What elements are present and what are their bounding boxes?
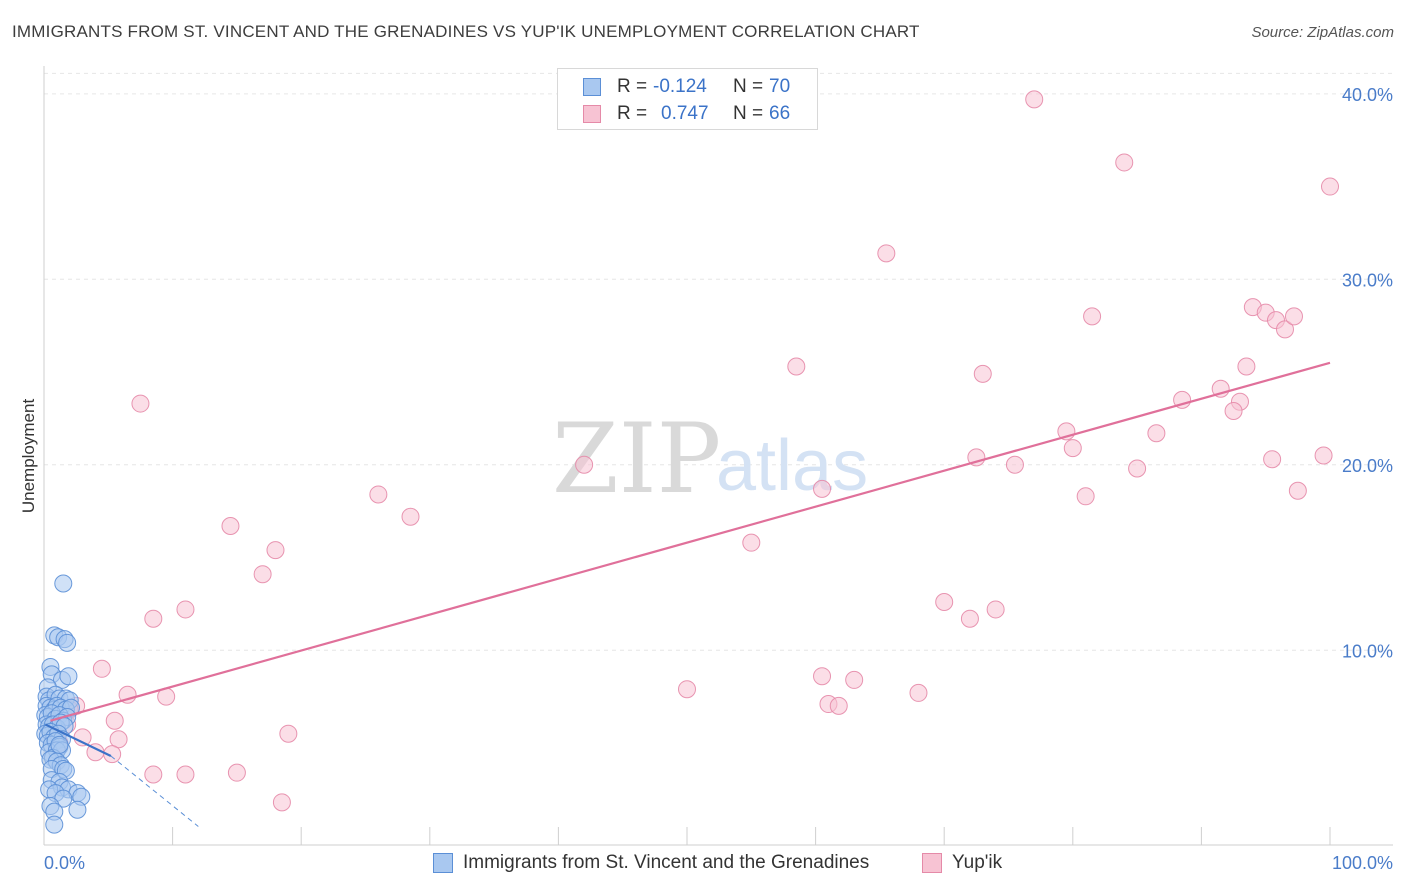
yupik-point xyxy=(221,516,240,535)
yupik-point xyxy=(1173,390,1192,409)
pink-swatch-icon xyxy=(583,105,601,123)
yupik-point xyxy=(1147,424,1166,443)
yupik-point xyxy=(1314,446,1333,465)
yupik-point xyxy=(144,765,163,784)
n-value: 66 xyxy=(769,103,791,124)
immigrant-trend-extension xyxy=(110,755,199,827)
immigrant-trend-line xyxy=(44,723,112,757)
r-value: -0.124 xyxy=(653,76,707,97)
pink-swatch-icon xyxy=(922,853,942,873)
svg-immigrant-points xyxy=(36,574,91,834)
yupik-point xyxy=(272,793,291,812)
correlation-legend: R = -0.124 N = 70 R = 0.747 N = 66 xyxy=(557,68,818,130)
grid-lines xyxy=(44,72,1393,651)
yupik-point xyxy=(103,745,122,764)
immigrant-point xyxy=(54,574,73,593)
yupik-point xyxy=(1128,459,1147,478)
yupik-point xyxy=(877,244,896,263)
watermark-atlas: atlas xyxy=(716,426,868,506)
yupik-point xyxy=(813,479,832,498)
source-credit: Source: ZipAtlas.com xyxy=(1251,24,1394,41)
yupik-point xyxy=(369,485,388,504)
trend-lines xyxy=(44,361,1331,827)
blue-swatch-icon xyxy=(583,78,601,96)
yupik-point xyxy=(1321,177,1339,196)
n-label: N = xyxy=(733,76,764,97)
yupik-point xyxy=(787,357,806,376)
y-axis-label: Unemployment xyxy=(19,399,38,514)
yupik-point xyxy=(678,680,696,699)
yupik-point xyxy=(1288,481,1307,500)
yupik-point xyxy=(109,730,128,749)
chart-title: IMMIGRANTS FROM ST. VINCENT AND THE GREN… xyxy=(12,22,920,41)
yupik-point xyxy=(909,683,928,702)
x-tick-label-left: 0.0% xyxy=(44,853,85,873)
yupik-trend-line xyxy=(50,361,1331,722)
series-legend: Immigrants from St. Vincent and the Gren… xyxy=(0,852,1406,876)
yupik-point xyxy=(253,565,272,584)
axes: 10.0% 20.0% 30.0% 40.0% xyxy=(43,66,1393,846)
immigrant-point xyxy=(45,815,64,834)
legend-label-immigrants: Immigrants from St. Vincent and the Gren… xyxy=(463,852,870,873)
watermark: ZIP atlas xyxy=(552,403,868,515)
yupik-point xyxy=(1063,439,1082,458)
immigrant-point xyxy=(68,800,87,819)
yupik-point xyxy=(266,541,285,560)
yupik-point xyxy=(1005,455,1024,474)
n-label: N = xyxy=(733,103,764,124)
yupik-point xyxy=(1275,320,1294,339)
yupik-point xyxy=(144,609,163,628)
yupik-point xyxy=(1263,450,1282,469)
yupik-point xyxy=(1025,90,1044,109)
immigrant-point xyxy=(58,633,77,652)
legend-row-immigrants: R = -0.124 N = 70 xyxy=(583,75,790,99)
y-tick-label: 30.0% xyxy=(1342,270,1393,290)
blue-swatch-icon xyxy=(433,853,453,873)
yupik-point xyxy=(845,670,864,689)
yupik-point xyxy=(986,600,1005,619)
yupik-point xyxy=(935,593,954,612)
yupik-point xyxy=(1115,153,1134,172)
yupik-point xyxy=(279,724,298,743)
legend-item-yupik[interactable]: Yup'ik xyxy=(922,852,1002,874)
yupik-point xyxy=(176,765,195,784)
legend-item-immigrants[interactable]: Immigrants from St. Vincent and the Gren… xyxy=(433,852,869,874)
yupik-point xyxy=(742,533,761,552)
yupik-point xyxy=(401,507,420,526)
yupik-point xyxy=(813,667,832,686)
legend-row-yupik: R = 0.747 N = 66 xyxy=(583,102,790,126)
yupik-point xyxy=(1237,357,1256,376)
yupik-point xyxy=(575,455,594,474)
x-tick-label-right: 100.0% xyxy=(1332,853,1393,873)
yupik-point xyxy=(176,600,195,619)
y-tick-label: 10.0% xyxy=(1342,641,1393,661)
r-label: R = xyxy=(617,103,648,124)
yupik-point xyxy=(1083,307,1102,326)
yupik-point xyxy=(973,364,992,383)
legend-label-yupik: Yup'ik xyxy=(952,852,1003,873)
yupik-point xyxy=(131,394,150,413)
yupik-point xyxy=(1076,487,1095,506)
yupik-point xyxy=(105,711,124,730)
yupik-point xyxy=(1284,307,1303,326)
yupik-point xyxy=(92,659,111,678)
immigrant-point xyxy=(50,735,69,754)
yupik-point xyxy=(829,696,848,715)
r-value: 0.747 xyxy=(661,103,709,124)
y-tick-label: 40.0% xyxy=(1342,85,1393,105)
immigrant-point xyxy=(59,667,78,686)
r-label: R = xyxy=(617,76,648,97)
yupik-point xyxy=(227,763,246,782)
yupik-point xyxy=(1224,401,1243,420)
y-tick-label: 20.0% xyxy=(1342,456,1393,476)
yupik-point xyxy=(960,609,979,628)
n-value: 70 xyxy=(769,76,791,97)
